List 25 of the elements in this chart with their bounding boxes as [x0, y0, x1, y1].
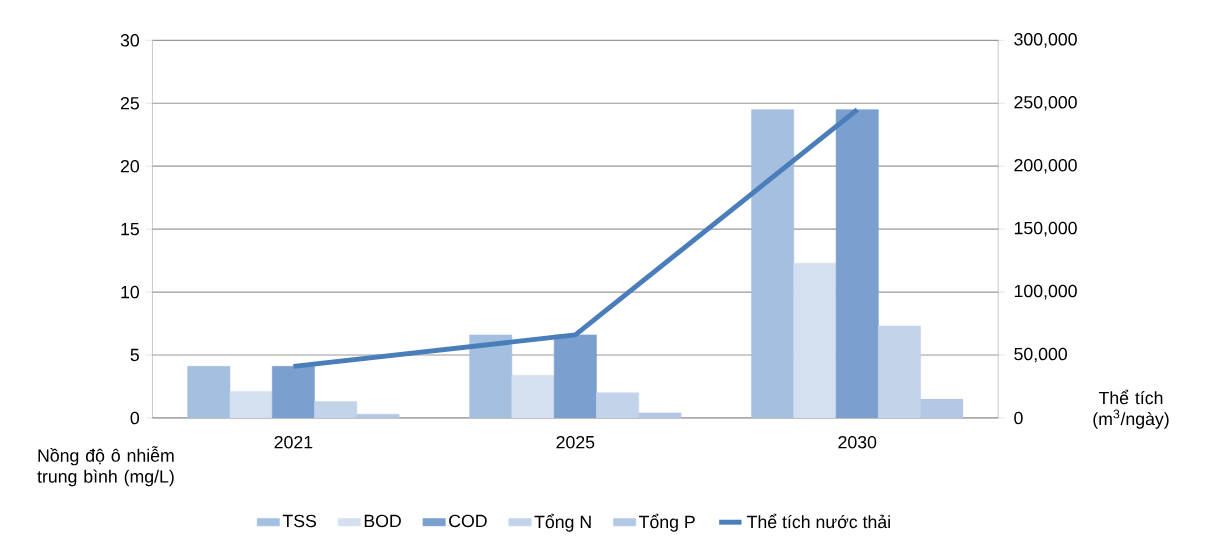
- legend-label: Thể tích nước thải: [747, 513, 890, 529]
- y-tick-label: 0: [130, 411, 140, 425]
- y-tick-label: 25: [120, 97, 139, 110]
- legend-label: BOD: [364, 514, 401, 528]
- x-tick-label: 2021: [274, 436, 313, 449]
- y-tick-label: 15: [121, 223, 139, 236]
- y-tick-label: 20: [120, 160, 140, 173]
- y2-tick-label: 300,000: [1014, 33, 1077, 48]
- y2-tick-label: 150,000: [1014, 221, 1077, 237]
- y2-tick-label: 50,000: [1014, 347, 1067, 363]
- y2-tick-label: 250,000: [1014, 96, 1077, 111]
- y2-tick-label: 0: [1014, 411, 1023, 425]
- legend-label: Tổng P: [639, 513, 695, 532]
- legend-label: Tổng N: [534, 513, 591, 532]
- y-tick-label: 30: [120, 34, 140, 47]
- y2-tick-label: 200,000: [1014, 159, 1077, 174]
- y-axis-title: Nồng độ ô nhiễm trung bình (mg/L): [37, 446, 174, 487]
- y-tick-label: 5: [130, 349, 139, 362]
- x-tick-label: 2025: [556, 436, 595, 449]
- y2-axis-title: Thể tích (m$^{3}$/ngày): [1093, 389, 1169, 429]
- y-tick-label: 10: [121, 285, 140, 299]
- x-tick-label: 2030: [838, 436, 877, 449]
- y2-tick-label: 100,000: [1014, 284, 1077, 300]
- legend-label: TSS: [282, 514, 317, 528]
- legend-label: COD: [449, 514, 487, 528]
